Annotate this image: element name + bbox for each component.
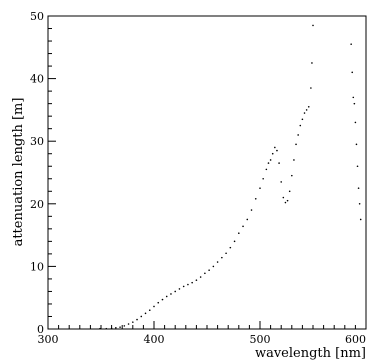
data-point	[136, 318, 138, 321]
data-point	[278, 162, 280, 164]
data-point	[267, 162, 270, 164]
data-point	[165, 295, 168, 298]
data-point	[242, 225, 244, 228]
data-point	[286, 199, 289, 202]
y-axis-title: attenuation length [m]	[11, 98, 26, 247]
data-point	[299, 124, 302, 127]
data-point	[291, 174, 293, 177]
data-point	[157, 301, 160, 304]
y-axis-ticks: 0 10 20 30 40 50	[30, 10, 56, 336]
data-point	[265, 168, 268, 171]
data-point	[359, 218, 362, 221]
data-point	[119, 326, 121, 328]
data-point	[350, 43, 352, 45]
data-point	[358, 203, 361, 205]
x-tick-label: 400	[144, 333, 165, 346]
data-point	[284, 201, 287, 204]
data-point	[353, 102, 356, 105]
data-point	[250, 209, 253, 211]
data-point	[99, 327, 101, 330]
data-point	[352, 96, 355, 99]
data-point	[216, 261, 219, 263]
data-point	[246, 218, 249, 221]
data-point	[204, 272, 206, 275]
data-point	[280, 181, 283, 183]
y-tick-label: 30	[30, 135, 44, 148]
data-point	[297, 134, 299, 136]
data-point	[311, 62, 313, 64]
y-tick-label: 0	[37, 323, 44, 336]
data-point	[310, 87, 312, 89]
data-point	[276, 149, 278, 152]
data-point	[293, 159, 295, 161]
data-point	[301, 118, 304, 121]
x-axis-title: wavelength [nm]	[255, 346, 366, 361]
data-point	[105, 327, 108, 330]
data-point	[221, 256, 223, 259]
data-point	[174, 290, 176, 293]
data-point	[187, 283, 189, 286]
y-tick-label: 40	[30, 73, 44, 86]
data-point	[351, 71, 354, 74]
data-point	[212, 265, 215, 268]
data-point	[127, 323, 130, 325]
data-point	[115, 326, 117, 329]
data-point	[153, 305, 155, 308]
x-tick-label: 600	[345, 333, 366, 346]
y-tick-label: 20	[30, 198, 44, 211]
data-point	[182, 285, 185, 288]
data-point	[225, 252, 227, 255]
data-point	[282, 196, 285, 199]
data-point	[199, 276, 202, 278]
data-point	[288, 190, 291, 193]
y-tick-label: 10	[30, 260, 44, 273]
data-point	[195, 279, 198, 281]
data-point	[303, 112, 306, 114]
data-point	[229, 246, 232, 249]
data-point	[305, 109, 308, 111]
data-point	[307, 105, 310, 108]
data-points	[99, 24, 362, 330]
data-point	[354, 121, 357, 124]
data-point	[161, 298, 164, 301]
data-point	[271, 152, 274, 155]
x-tick-label: 300	[38, 333, 59, 346]
data-point	[355, 143, 358, 146]
data-point	[144, 312, 147, 315]
data-point	[259, 187, 261, 189]
data-point	[132, 321, 134, 323]
data-point	[148, 309, 151, 312]
y-tick-label: 50	[30, 10, 44, 23]
data-point	[110, 327, 113, 330]
data-point	[262, 177, 264, 180]
data-point	[238, 232, 240, 235]
x-axis-ticks: 300 400 500 600	[38, 321, 367, 346]
data-point	[269, 159, 272, 161]
data-point	[295, 143, 297, 146]
data-point	[140, 315, 143, 318]
data-point	[233, 240, 236, 243]
data-point	[312, 24, 314, 27]
data-point	[356, 165, 359, 168]
data-point	[178, 288, 181, 290]
plot-frame	[47, 15, 367, 330]
data-point	[357, 187, 360, 189]
data-point	[191, 281, 193, 284]
data-point	[123, 325, 126, 327]
data-point	[274, 146, 276, 149]
data-point	[170, 293, 172, 295]
data-point	[254, 197, 257, 200]
x-tick-label: 500	[250, 333, 271, 346]
data-point	[208, 269, 210, 271]
